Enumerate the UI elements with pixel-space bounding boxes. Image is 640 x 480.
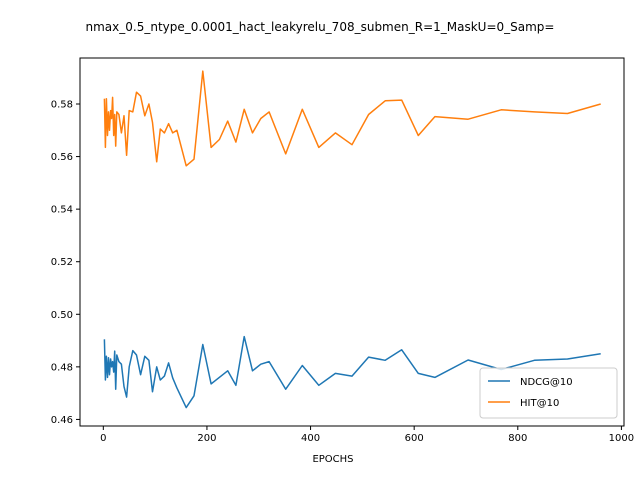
x-tick-label: 0 [100,433,106,444]
y-tick-label: 0.46 [51,415,73,426]
y-tick-label: 0.48 [51,362,73,373]
y-axis: 0.46 0.48 0.50 0.52 0.54 0.56 0.58 [51,100,80,426]
x-tick-label: 200 [197,433,216,444]
series-line-ndcg-10 [103,335,601,409]
series-layer [103,70,601,409]
legend-label: NDCG@10 [520,377,573,388]
y-tick-label: 0.54 [51,205,73,216]
y-tick-label: 0.52 [51,257,73,268]
legend: NDCG@10 HIT@10 [479,367,618,419]
legend-label: HIT@10 [520,398,559,409]
x-tick-label: 1000 [609,433,634,444]
y-tick-label: 0.50 [51,310,73,321]
x-axis-label: EPOCHS [312,454,353,465]
x-tick-label: 400 [301,433,320,444]
x-tick-label: 800 [508,433,527,444]
series-line-hit-10 [103,70,601,167]
y-tick-label: 0.58 [51,100,73,111]
x-axis: 0 200 400 600 800 1000 [100,426,634,444]
legend-box [479,367,618,419]
plot-area [79,57,625,427]
y-tick-label: 0.56 [51,152,73,163]
chart-title: nmax_0.5_ntype_0.0001_hact_leakyrelu_708… [86,20,555,34]
x-tick-label: 600 [405,433,424,444]
